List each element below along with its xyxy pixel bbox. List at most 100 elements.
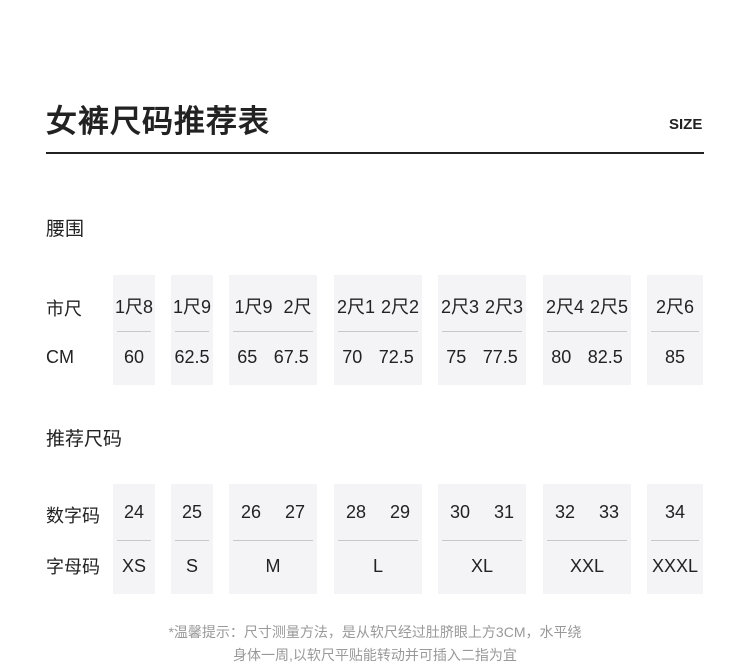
page-title: 女裤尺码推荐表 bbox=[46, 104, 270, 139]
cell-value: L bbox=[372, 556, 383, 576]
waist-column: 1尺8 60 bbox=[113, 275, 155, 385]
recommend-column: 28 29 L bbox=[334, 484, 422, 594]
row-label-cm: CM bbox=[46, 347, 74, 367]
cell-value: 62.5 bbox=[174, 347, 210, 367]
cell-divider bbox=[651, 540, 699, 541]
cell-value: 82.5 bbox=[587, 347, 623, 367]
cell-value: 60 bbox=[123, 347, 145, 367]
cell-value: 2尺6 bbox=[655, 297, 695, 317]
cell-value: XS bbox=[121, 556, 146, 576]
recommend-column: 26 27 M bbox=[229, 484, 317, 594]
recommend-bottom-cell: M bbox=[229, 556, 317, 577]
waist-top-cell: 1尺9 2尺 bbox=[229, 293, 317, 319]
recommend-top-cell: 34 bbox=[647, 502, 703, 523]
recommend-bottom-cell: L bbox=[334, 556, 422, 577]
cell-divider bbox=[117, 540, 151, 541]
recommend-bottom-cell: XL bbox=[438, 556, 526, 577]
waist-bottom-cell: 62.5 bbox=[171, 347, 213, 368]
cell-divider bbox=[233, 331, 313, 332]
cell-value: 2尺2 bbox=[380, 297, 420, 317]
recommend-top-cell: 24 bbox=[113, 502, 155, 523]
cell-divider bbox=[175, 331, 209, 332]
waist-top-cell: 2尺1 2尺2 bbox=[334, 293, 422, 319]
cell-value: S bbox=[185, 556, 198, 576]
cell-divider bbox=[233, 540, 313, 541]
recommend-column: 24 XS bbox=[113, 484, 155, 594]
waist-bottom-cell: 75 77.5 bbox=[438, 347, 526, 368]
recommend-bottom-cell: XXXL bbox=[647, 556, 703, 577]
cell-value: 72.5 bbox=[378, 347, 414, 367]
waist-column: 2尺3 2尺3 75 77.5 bbox=[438, 275, 526, 385]
row-label-shichi: 市尺 bbox=[46, 299, 82, 319]
recommend-bottom-cell: S bbox=[171, 556, 213, 577]
cell-divider bbox=[117, 331, 151, 332]
recommend-top-cell: 32 33 bbox=[543, 502, 631, 523]
cell-value: 25 bbox=[181, 502, 203, 522]
cell-value: XXL bbox=[569, 556, 605, 576]
recommend-top-cell: 28 29 bbox=[334, 502, 422, 523]
cell-value: M bbox=[265, 556, 281, 576]
cell-value: 2尺 bbox=[283, 297, 312, 317]
cell-value: 70 bbox=[342, 347, 363, 367]
row-label-letter-size: 字母码 bbox=[46, 557, 100, 577]
cell-value: 1尺9 bbox=[234, 297, 273, 317]
waist-top-cell: 1尺8 bbox=[113, 293, 155, 319]
cell-divider bbox=[547, 331, 627, 332]
cell-value: 31 bbox=[493, 502, 515, 522]
cell-divider bbox=[338, 540, 418, 541]
cell-value: 2尺1 bbox=[336, 297, 376, 317]
measurement-note: *温馨提示：尺寸测量方法，是从软尺经过肚脐眼上方3CM，水平绕 身体一周,以软尺… bbox=[168, 624, 582, 663]
waist-bottom-cell: 65 67.5 bbox=[229, 347, 317, 368]
divider bbox=[46, 152, 704, 154]
cell-value: 27 bbox=[284, 502, 306, 522]
recommend-column: 34 XXXL bbox=[647, 484, 703, 594]
waist-bottom-cell: 80 82.5 bbox=[543, 347, 631, 368]
cell-value: 2尺5 bbox=[589, 297, 629, 317]
recommend-column: 25 S bbox=[171, 484, 213, 594]
cell-divider bbox=[651, 331, 699, 332]
cell-value: 75 bbox=[446, 347, 467, 367]
waist-top-cell: 2尺6 bbox=[647, 293, 703, 319]
cell-divider bbox=[338, 331, 418, 332]
cell-value: XXXL bbox=[651, 556, 699, 576]
waist-bottom-cell: 85 bbox=[647, 347, 703, 368]
waist-bottom-cell: 60 bbox=[113, 347, 155, 368]
cell-divider bbox=[547, 540, 627, 541]
cell-value: 1尺8 bbox=[114, 297, 154, 317]
cell-value: 29 bbox=[389, 502, 411, 522]
cell-value: 65 bbox=[237, 347, 258, 367]
recommend-bottom-cell: XS bbox=[113, 556, 155, 577]
cell-value: 30 bbox=[449, 502, 471, 522]
cell-value: 2尺3 bbox=[440, 297, 480, 317]
cell-value: 2尺3 bbox=[484, 297, 524, 317]
cell-value: 85 bbox=[664, 347, 686, 367]
waist-top-cell: 2尺3 2尺3 bbox=[438, 293, 526, 319]
cell-divider bbox=[175, 540, 209, 541]
recommend-bottom-cell: XXL bbox=[543, 556, 631, 577]
waist-top-cell: 2尺4 2尺5 bbox=[543, 293, 631, 319]
cell-value: XL bbox=[470, 556, 494, 576]
cell-value: 67.5 bbox=[273, 347, 309, 367]
cell-value: 34 bbox=[664, 502, 686, 522]
waist-column: 1尺9 62.5 bbox=[171, 275, 213, 385]
cell-value: 2尺4 bbox=[545, 297, 585, 317]
waist-heading: 腰围 bbox=[46, 219, 85, 240]
recommend-top-cell: 25 bbox=[171, 502, 213, 523]
waist-column: 1尺9 2尺 65 67.5 bbox=[229, 275, 317, 385]
recommend-top-cell: 30 31 bbox=[438, 502, 526, 523]
waist-column: 2尺1 2尺2 70 72.5 bbox=[334, 275, 422, 385]
cell-value: 1尺9 bbox=[172, 297, 212, 317]
cell-divider bbox=[442, 331, 522, 332]
size-label: SIZE bbox=[669, 116, 703, 133]
waist-bottom-cell: 70 72.5 bbox=[334, 347, 422, 368]
waist-top-cell: 1尺9 bbox=[171, 293, 213, 319]
recommend-column: 32 33 XXL bbox=[543, 484, 631, 594]
cell-value: 26 bbox=[240, 502, 262, 522]
recommend-heading: 推荐尺码 bbox=[46, 429, 123, 450]
recommend-top-cell: 26 27 bbox=[229, 502, 317, 523]
cell-value: 24 bbox=[123, 502, 145, 522]
cell-value: 80 bbox=[551, 347, 572, 367]
cell-value: 28 bbox=[345, 502, 367, 522]
row-label-number-size: 数字码 bbox=[46, 506, 100, 526]
waist-column: 2尺4 2尺5 80 82.5 bbox=[543, 275, 631, 385]
